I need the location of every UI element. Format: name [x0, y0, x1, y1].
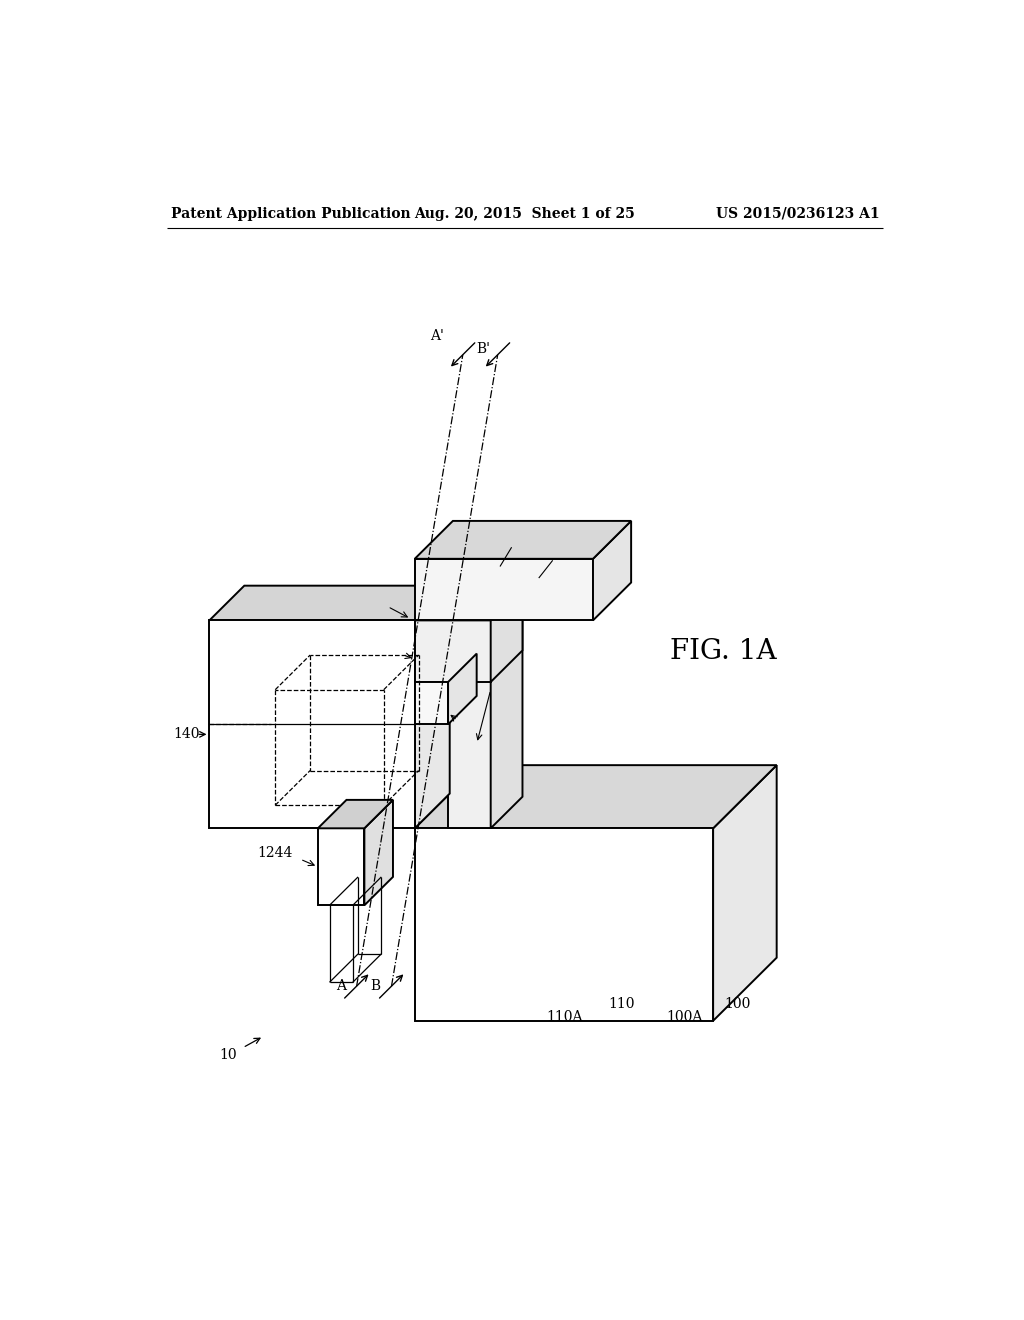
Polygon shape: [415, 521, 631, 558]
Polygon shape: [449, 589, 522, 620]
Text: 1264: 1264: [343, 591, 379, 606]
Text: Aug. 20, 2015  Sheet 1 of 25: Aug. 20, 2015 Sheet 1 of 25: [415, 207, 635, 220]
Text: A: A: [336, 979, 346, 993]
Polygon shape: [449, 620, 490, 829]
Text: 122: 122: [562, 544, 589, 558]
Text: A': A': [430, 329, 444, 342]
Polygon shape: [317, 829, 365, 906]
Text: 10: 10: [219, 1048, 238, 1063]
Text: FIG. 1A: FIG. 1A: [671, 638, 777, 665]
Polygon shape: [449, 653, 477, 725]
Polygon shape: [415, 829, 713, 1020]
Text: 120: 120: [521, 529, 548, 543]
Polygon shape: [490, 589, 522, 682]
Polygon shape: [415, 589, 522, 620]
Text: B': B': [477, 342, 490, 356]
Polygon shape: [415, 586, 450, 829]
Text: 140B: 140B: [369, 643, 404, 656]
Polygon shape: [209, 586, 450, 620]
Polygon shape: [415, 682, 449, 725]
Text: 140: 140: [173, 727, 200, 742]
Polygon shape: [209, 620, 415, 829]
Text: 140B: 140B: [450, 686, 486, 701]
Text: 100: 100: [725, 997, 752, 1011]
Text: B: B: [370, 979, 380, 993]
Polygon shape: [415, 620, 490, 682]
Text: 100A: 100A: [667, 1010, 703, 1024]
Polygon shape: [713, 766, 776, 1020]
Polygon shape: [593, 521, 631, 620]
Polygon shape: [415, 766, 776, 829]
Text: Patent Application Publication: Patent Application Publication: [171, 207, 411, 220]
Text: 110: 110: [608, 997, 635, 1011]
Text: 1244: 1244: [257, 846, 293, 859]
Polygon shape: [490, 589, 522, 829]
Polygon shape: [415, 558, 593, 620]
Polygon shape: [365, 800, 393, 906]
Polygon shape: [317, 800, 393, 829]
Text: 110A: 110A: [547, 1010, 583, 1024]
Text: 132: 132: [490, 675, 517, 689]
Text: US 2015/0236123 A1: US 2015/0236123 A1: [716, 207, 880, 220]
Text: 140A: 140A: [450, 721, 486, 735]
